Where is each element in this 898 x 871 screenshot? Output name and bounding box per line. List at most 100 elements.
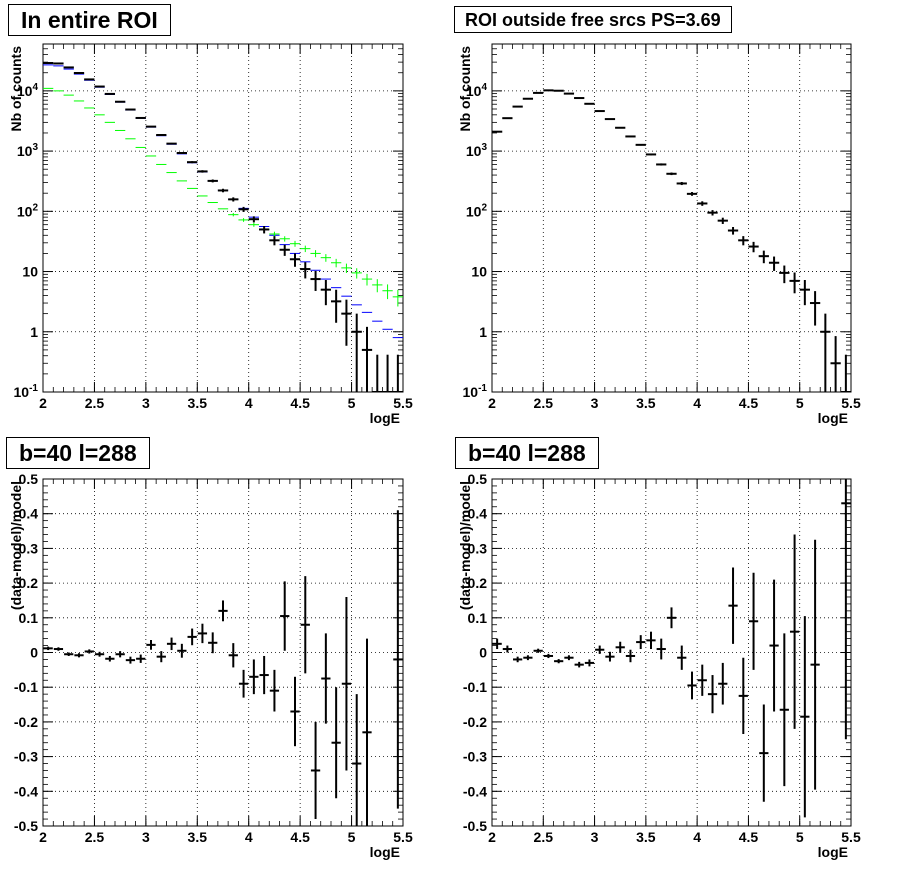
y-tick-label: 0.2 bbox=[19, 575, 39, 591]
residual-points bbox=[492, 479, 851, 818]
residual-points bbox=[43, 510, 403, 826]
x-tick-label: 2 bbox=[488, 395, 496, 411]
tick-base: 10 bbox=[466, 203, 482, 219]
y-tick-label: -0.1 bbox=[14, 679, 38, 695]
x-tick-label: 3 bbox=[142, 395, 150, 411]
y-tick-label: 10-1 bbox=[463, 383, 488, 400]
y-tick-label: 0.5 bbox=[468, 471, 488, 487]
y-tick-label: 103 bbox=[466, 142, 488, 159]
x-axis-label: logE bbox=[370, 844, 400, 860]
y-tick-label: 103 bbox=[17, 142, 39, 159]
tick-exponent: 3 bbox=[32, 142, 38, 153]
y-tick-label: 1 bbox=[30, 324, 38, 340]
y-tick-label: 0.3 bbox=[19, 540, 39, 556]
x-tick-label: 4.5 bbox=[290, 829, 310, 845]
y-axis-label: (data-model)/model bbox=[457, 481, 473, 610]
x-tick-label: 4.5 bbox=[739, 829, 759, 845]
tick-exponent: -1 bbox=[478, 383, 487, 394]
tick-base: 10 bbox=[17, 143, 33, 159]
x-tick-label: 2.5 bbox=[85, 829, 105, 845]
tick-exponent: -1 bbox=[29, 383, 38, 394]
y-tick-label: 10-1 bbox=[14, 383, 39, 400]
y-tick-label: -0.4 bbox=[463, 783, 487, 799]
series-green bbox=[43, 87, 403, 307]
y-tick-label: 10 bbox=[471, 264, 487, 280]
panel-4-title: b=40 l=288 bbox=[455, 437, 599, 469]
y-axis-label: Nb of counts bbox=[8, 46, 24, 132]
plot-frame bbox=[491, 43, 852, 393]
panel-2-title: ROI outside free srcs PS=3.69 bbox=[454, 6, 732, 33]
y-tick-label: 0.5 bbox=[19, 471, 39, 487]
x-tick-label: 2 bbox=[488, 829, 496, 845]
y-tick-label: -0.2 bbox=[463, 714, 487, 730]
x-axis-label: logE bbox=[818, 410, 848, 426]
y-tick-label: 0 bbox=[479, 645, 487, 661]
x-tick-label: 2.5 bbox=[534, 395, 554, 411]
x-tick-label: 3 bbox=[591, 395, 599, 411]
y-tick-label: 0.4 bbox=[19, 506, 39, 522]
y-tick-label: -0.4 bbox=[14, 783, 38, 799]
tick-base: 10 bbox=[466, 83, 482, 99]
y-tick-label: 0.4 bbox=[468, 506, 488, 522]
x-tick-label: 3 bbox=[591, 829, 599, 845]
x-tick-label: 4.5 bbox=[290, 395, 310, 411]
x-tick-label: 5.5 bbox=[841, 395, 861, 411]
y-tick-label: -0.1 bbox=[463, 679, 487, 695]
x-tick-label: 4 bbox=[245, 829, 253, 845]
y-tick-label: -0.5 bbox=[14, 818, 38, 834]
x-axis-label: logE bbox=[818, 844, 848, 860]
x-tick-label: 2.5 bbox=[85, 395, 105, 411]
x-tick-label: 4.5 bbox=[739, 395, 759, 411]
y-tick-label: 0.1 bbox=[468, 610, 488, 626]
tick-base: 10 bbox=[14, 384, 30, 400]
y-tick-label: -0.5 bbox=[463, 818, 487, 834]
y-tick-label: -0.3 bbox=[14, 749, 38, 765]
plot-frame bbox=[42, 43, 404, 393]
plot-frame bbox=[491, 478, 852, 827]
x-tick-label: 3.5 bbox=[188, 395, 208, 411]
x-tick-label: 5 bbox=[348, 829, 356, 845]
series-data bbox=[43, 62, 403, 392]
tick-base: 10 bbox=[466, 143, 482, 159]
x-tick-label: 2.5 bbox=[534, 829, 554, 845]
y-tick-label: 102 bbox=[17, 202, 39, 219]
data-layer bbox=[43, 510, 403, 826]
x-tick-label: 5 bbox=[796, 829, 804, 845]
x-tick-label: 5.5 bbox=[393, 395, 413, 411]
x-tick-label: 5 bbox=[796, 395, 804, 411]
tick-exponent: 4 bbox=[32, 82, 38, 93]
x-tick-label: 5.5 bbox=[393, 829, 413, 845]
y-tick-label: 104 bbox=[17, 82, 39, 99]
tick-base: 10 bbox=[463, 384, 479, 400]
x-tick-label: 3 bbox=[142, 829, 150, 845]
x-tick-label: 5.5 bbox=[841, 829, 861, 845]
panel-3-title: b=40 l=288 bbox=[6, 437, 150, 469]
tick-exponent: 4 bbox=[481, 82, 487, 93]
x-tick-label: 4 bbox=[245, 395, 253, 411]
x-tick-label: 3.5 bbox=[636, 395, 656, 411]
x-tick-label: 5 bbox=[348, 395, 356, 411]
y-tick-label: 102 bbox=[466, 202, 488, 219]
y-tick-label: 0.1 bbox=[19, 610, 39, 626]
x-tick-label: 4 bbox=[693, 395, 701, 411]
y-tick-label: -0.3 bbox=[463, 749, 487, 765]
tick-base: 10 bbox=[17, 83, 33, 99]
series-data bbox=[492, 89, 851, 392]
data-layer bbox=[43, 62, 403, 392]
x-tick-label: 2 bbox=[39, 395, 47, 411]
x-tick-label: 2 bbox=[39, 829, 47, 845]
y-tick-label: 1 bbox=[479, 324, 487, 340]
panel-1-title: In entire ROI bbox=[8, 4, 171, 36]
data-layer bbox=[492, 89, 851, 392]
x-tick-label: 3.5 bbox=[188, 829, 208, 845]
x-tick-label: 3.5 bbox=[636, 829, 656, 845]
y-tick-label: 10 bbox=[22, 264, 38, 280]
y-tick-label: -0.2 bbox=[14, 714, 38, 730]
y-tick-label: 0.2 bbox=[468, 575, 488, 591]
y-tick-label: 0.3 bbox=[468, 540, 488, 556]
